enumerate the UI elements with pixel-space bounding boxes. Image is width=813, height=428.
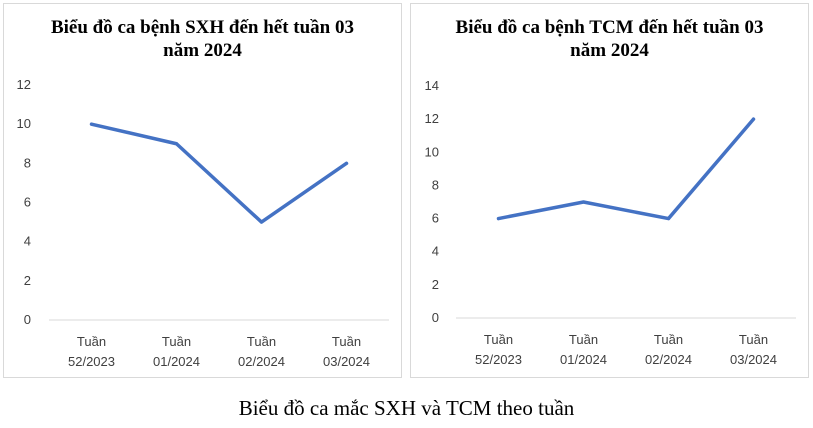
y-tick-label: 0 xyxy=(24,312,31,327)
tcm-line-chart: 0 2 4 6 8 10 12 14 Tuần 52/2023 Tuần 01/2024 Tuần 02/… xyxy=(425,78,796,367)
x-category-label: Tuần 01/2024 xyxy=(560,332,607,367)
tcm-chart-panel: Biểu đồ ca bệnh TCM đến hết tuần 03 năm … xyxy=(410,3,809,378)
y-tick-label: 12 xyxy=(17,77,31,92)
data-point xyxy=(667,217,670,221)
data-point xyxy=(175,142,178,146)
y-tick-label: 2 xyxy=(24,273,31,288)
data-point xyxy=(260,220,263,224)
y-tick-label: 6 xyxy=(24,195,31,210)
sxh-chart-title: Biểu đồ ca bệnh SXH đến hết tuần 03 năm … xyxy=(50,17,354,61)
data-point xyxy=(345,161,348,165)
tcm-chart-title: Biểu đồ ca bệnh TCM đến hết tuần 03 năm … xyxy=(455,17,764,61)
y-tick-label: 4 xyxy=(24,234,31,249)
x-category-label: Tuần 03/2024 xyxy=(323,334,370,369)
x-category-label: Tuần 02/2024 xyxy=(645,332,692,367)
data-point xyxy=(90,122,93,126)
y-tick-label: 2 xyxy=(432,277,439,292)
y-tick-label: 4 xyxy=(432,244,439,259)
data-point xyxy=(582,200,585,204)
y-tick-label: 8 xyxy=(24,155,31,170)
y-tick-label: 10 xyxy=(17,116,31,131)
x-category-label: Tuần 03/2024 xyxy=(730,332,777,367)
x-category-label: Tuần 52/2023 xyxy=(68,334,115,369)
x-category-label: Tuần 52/2023 xyxy=(475,332,522,367)
y-tick-label: 12 xyxy=(425,111,439,126)
y-tick-label: 6 xyxy=(432,211,439,226)
sxh-chart-panel: Biểu đồ ca bệnh SXH đến hết tuần 03 năm … xyxy=(3,3,402,378)
y-tick-label: 10 xyxy=(425,144,439,159)
data-point xyxy=(752,117,755,121)
y-tick-label: 14 xyxy=(425,78,439,93)
data-point xyxy=(497,217,500,221)
figure-caption: Biểu đồ ca mắc SXH và TCM theo tuần xyxy=(238,396,575,420)
series-line xyxy=(496,117,756,221)
x-category-label: Tuần 02/2024 xyxy=(238,334,285,369)
x-category-label: Tuần 01/2024 xyxy=(153,334,200,369)
series-line xyxy=(89,122,349,224)
y-tick-label: 8 xyxy=(432,177,439,192)
y-tick-label: 0 xyxy=(432,310,439,325)
sxh-line-chart: 0 2 4 6 8 10 12 Tuần 52/2023 Tuần 01/2024 Tuần 02/20… xyxy=(17,77,389,369)
